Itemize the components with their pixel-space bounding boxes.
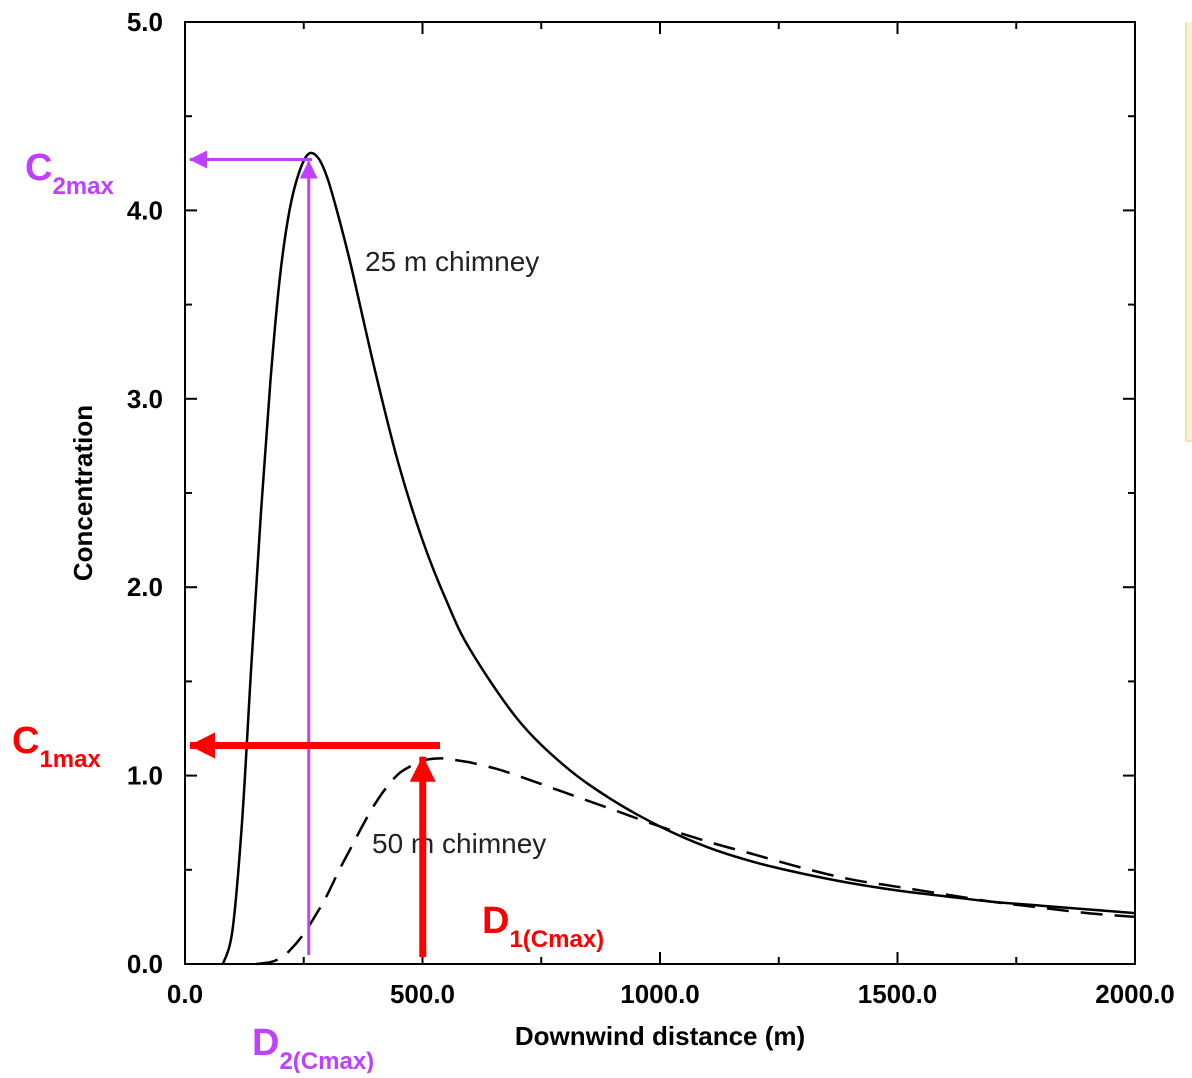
series-line-25m-chimney bbox=[221, 151, 1136, 965]
x-tick-label: 500.0 bbox=[390, 979, 455, 1009]
plot-frame bbox=[184, 21, 1136, 965]
c1max-label-subscript: 1max bbox=[39, 746, 101, 773]
d1-cmax-label-subscript: 1(Cmax) bbox=[509, 926, 604, 953]
x-tick-label: 1000.0 bbox=[620, 979, 700, 1009]
series-layer bbox=[221, 151, 1136, 966]
y-axis-ticks: 0.0 1.0 2.0 3.0 4.0 5.0 bbox=[127, 7, 1135, 979]
x-tick-label: 2000.0 bbox=[1095, 979, 1175, 1009]
d2-cmax-label: D2(Cmax) bbox=[252, 1022, 374, 1073]
y-tick-label: 4.0 bbox=[127, 195, 163, 225]
series-line-50m-chimney bbox=[256, 757, 1136, 966]
y-tick-label: 1.0 bbox=[127, 761, 163, 791]
x-axis-title: Downwind distance (m) bbox=[515, 1021, 805, 1051]
series-label-25m: 25 m chimney bbox=[365, 246, 539, 277]
y-tick-label: 5.0 bbox=[127, 7, 163, 37]
x-tick-label: 0.0 bbox=[167, 979, 203, 1009]
c1max-label: C1max bbox=[12, 720, 101, 773]
c2max-label: C2max bbox=[25, 147, 114, 200]
series-label-50m: 50 m chimney bbox=[372, 828, 546, 859]
d1-cmax-label-main: D bbox=[482, 900, 509, 942]
x-axis-ticks: 0.0 500.0 1000.0 1500.0 2000.0 bbox=[167, 22, 1175, 1009]
d2-cmax-label-subscript: 2(Cmax) bbox=[279, 1048, 374, 1073]
side-panel-edge bbox=[1185, 22, 1192, 442]
y-tick-label: 3.0 bbox=[127, 384, 163, 414]
y-axis-title: Concentration bbox=[68, 405, 98, 581]
c2max-label-subscript: 2max bbox=[52, 173, 114, 200]
d2-cmax-label-main: D bbox=[252, 1022, 279, 1064]
d1-cmax-label: D1(Cmax) bbox=[482, 900, 604, 953]
c1max-label-main: C bbox=[12, 720, 39, 762]
y-tick-label: 2.0 bbox=[127, 572, 163, 602]
c2max-label-main: C bbox=[25, 147, 52, 189]
y-tick-label: 0.0 bbox=[127, 949, 163, 979]
x-tick-label: 1500.0 bbox=[858, 979, 938, 1009]
